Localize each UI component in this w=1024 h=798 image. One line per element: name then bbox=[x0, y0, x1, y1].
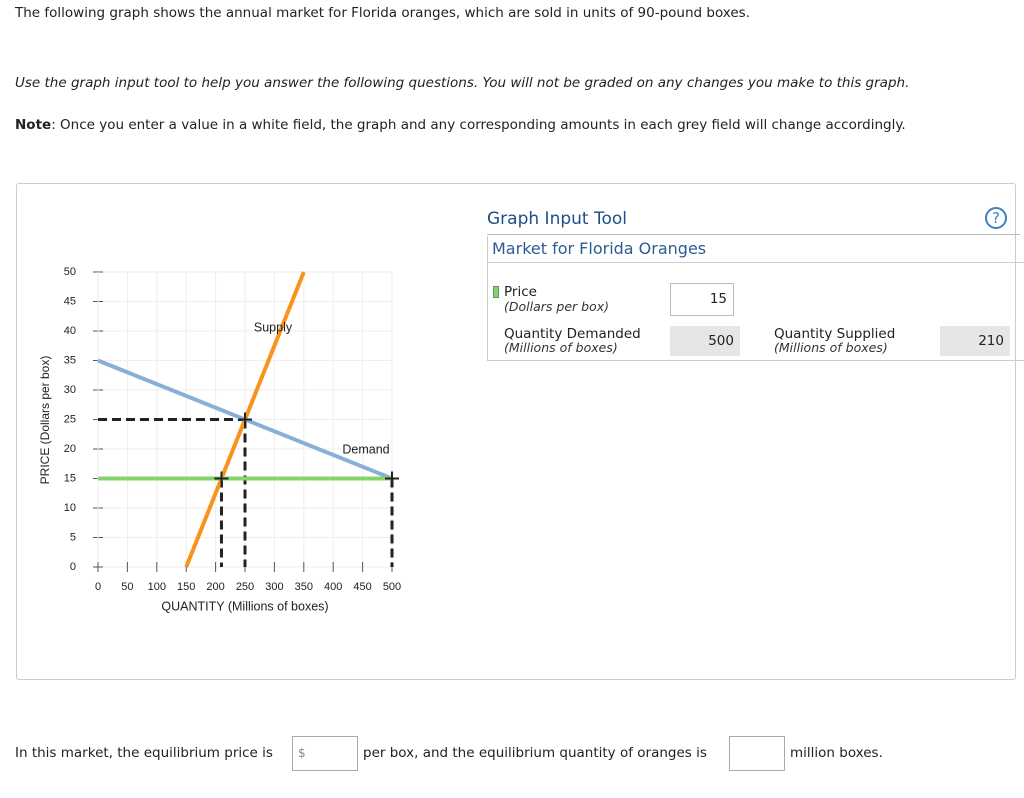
demand-label: Demand bbox=[342, 442, 389, 456]
y-tick-label: 40 bbox=[64, 325, 76, 337]
x-tick-label: 150 bbox=[177, 581, 195, 593]
quantity-answer[interactable] bbox=[729, 736, 785, 771]
note-text: : Once you enter a value in a white fiel… bbox=[51, 117, 906, 133]
point-marker bbox=[385, 471, 399, 486]
x-tick-label: 300 bbox=[265, 581, 283, 593]
x-axis-label: QUANTITY (Millions of boxes) bbox=[161, 599, 328, 613]
x-tick-label: 250 bbox=[236, 581, 254, 593]
qs-unit: (Millions of boxes) bbox=[774, 340, 888, 355]
point-marker bbox=[238, 412, 252, 427]
note: Note: Once you enter a value in a white … bbox=[15, 117, 906, 133]
tool-subtitle: Market for Florida Oranges bbox=[492, 239, 707, 258]
supply-label: Supply bbox=[254, 320, 293, 334]
x-tick-label: 500 bbox=[383, 581, 401, 593]
help-button[interactable]: ? bbox=[985, 207, 1007, 229]
marks bbox=[97, 271, 399, 568]
qs-value: 210 bbox=[940, 326, 1010, 356]
question-part3: million boxes. bbox=[790, 745, 883, 761]
price-answer[interactable]: $ bbox=[292, 736, 358, 771]
intro: The following graph shows the annual mar… bbox=[15, 5, 750, 21]
y-tick-label: 15 bbox=[64, 472, 76, 484]
x-tick-label: 350 bbox=[295, 581, 313, 593]
y-axis-label: PRICE (Dollars per box) bbox=[38, 356, 52, 485]
divider bbox=[487, 234, 1020, 235]
x-tick-label: 50 bbox=[121, 581, 133, 593]
divider bbox=[487, 262, 1024, 263]
qd-unit: (Millions of boxes) bbox=[504, 340, 618, 355]
currency: $ bbox=[298, 746, 306, 760]
qs-label: Quantity Supplied bbox=[774, 326, 896, 342]
price-unit: (Dollars per box) bbox=[504, 299, 609, 314]
y-tick-label: 50 bbox=[64, 266, 76, 278]
y-tick-label: 45 bbox=[64, 295, 76, 307]
chart: PRICE (Dollars per box) QUANTITY (Millio… bbox=[38, 266, 401, 613]
price-icon bbox=[493, 286, 499, 298]
graph-panel bbox=[16, 183, 1016, 680]
instructions: Use the graph input tool to help you ans… bbox=[15, 75, 910, 91]
y-tick-label: 30 bbox=[64, 384, 76, 396]
y-tick-label: 0 bbox=[70, 561, 76, 573]
qd-label: Quantity Demanded bbox=[504, 326, 641, 342]
tool-title: Graph Input Tool bbox=[487, 209, 627, 229]
price-label: Price bbox=[504, 284, 537, 300]
y-tick-label: 10 bbox=[64, 502, 76, 514]
x-tick-label: 0 bbox=[95, 581, 101, 593]
question-part2: per box, and the equilibrium quantity of… bbox=[363, 745, 707, 761]
point-marker bbox=[214, 471, 229, 486]
y-tick-label: 20 bbox=[64, 443, 76, 455]
x-tick-label: 450 bbox=[353, 581, 371, 593]
price-input[interactable]: 15 bbox=[670, 283, 734, 316]
y-tick-label: 35 bbox=[64, 354, 76, 366]
y-tick-label: 5 bbox=[70, 531, 76, 543]
x-tick-label: 200 bbox=[206, 581, 224, 593]
tool-box bbox=[487, 236, 1024, 361]
x-tick-label: 400 bbox=[324, 581, 342, 593]
qd-value: 500 bbox=[670, 326, 740, 356]
question-part1: In this market, the equilibrium price is bbox=[15, 745, 273, 761]
x-tick-label: 100 bbox=[148, 581, 166, 593]
y-tick-label: 25 bbox=[64, 413, 76, 425]
note-label: Note bbox=[15, 117, 52, 133]
